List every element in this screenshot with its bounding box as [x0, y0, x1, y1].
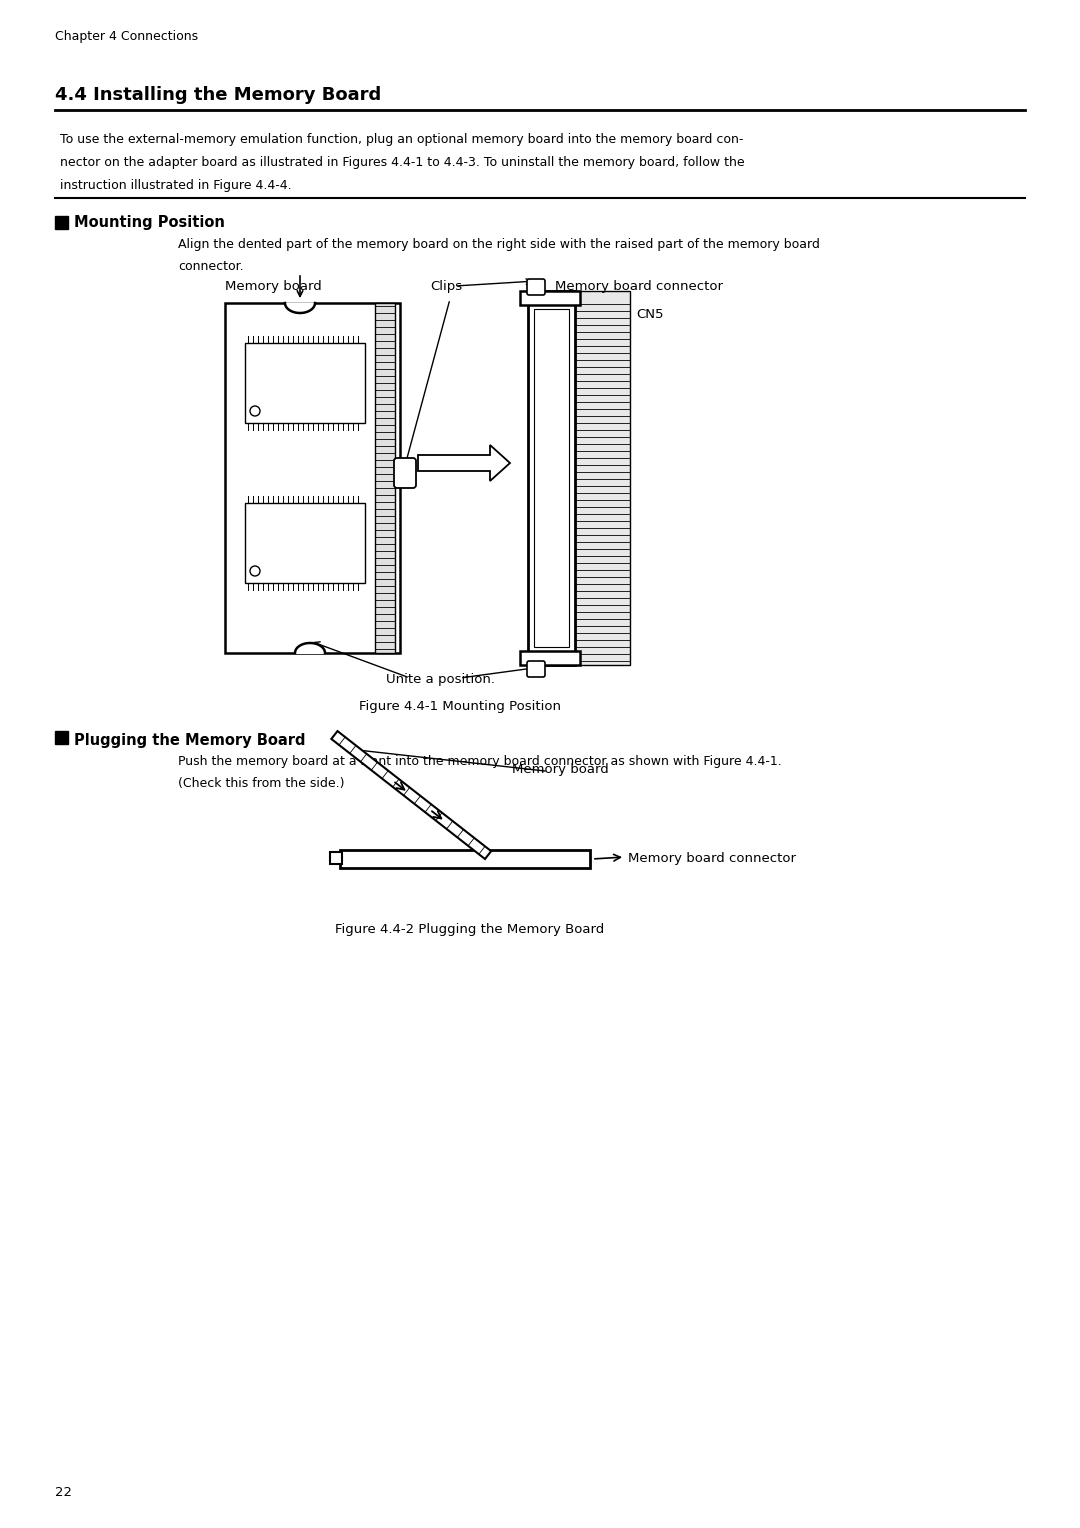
Text: nector on the adapter board as illustrated in Figures 4.4-1 to 4.4-3. To uninsta: nector on the adapter board as illustrat…: [60, 156, 744, 170]
Bar: [245, 342, 365, 423]
Text: Clips: Clips: [430, 280, 462, 293]
Bar: [245, 503, 365, 584]
Text: connector.: connector.: [178, 260, 244, 274]
Bar: [340, 850, 590, 868]
Text: (Check this from the side.): (Check this from the side.): [178, 778, 345, 790]
Text: Mounting Position: Mounting Position: [75, 215, 225, 231]
Text: Chapter 4 Connections: Chapter 4 Connections: [55, 31, 198, 43]
Bar: [55, 730, 68, 744]
Text: Memory board: Memory board: [512, 762, 608, 776]
FancyBboxPatch shape: [527, 280, 545, 295]
Bar: [534, 309, 569, 646]
Text: Push the memory board at a slant into the memory board connector as shown with F: Push the memory board at a slant into th…: [178, 755, 782, 769]
Text: CN5: CN5: [636, 309, 663, 321]
Text: 4.4 Installing the Memory Board: 4.4 Installing the Memory Board: [55, 86, 381, 104]
Text: Figure 4.4-2 Plugging the Memory Board: Figure 4.4-2 Plugging the Memory Board: [336, 923, 605, 937]
Text: Figure 4.4-1 Mounting Position: Figure 4.4-1 Mounting Position: [359, 700, 561, 714]
Bar: [375, 303, 395, 652]
Polygon shape: [285, 303, 315, 313]
Bar: [519, 651, 580, 665]
Text: 22: 22: [55, 1487, 72, 1499]
FancyBboxPatch shape: [527, 662, 545, 677]
Text: To use the external-memory emulation function, plug an optional memory board int: To use the external-memory emulation fun…: [60, 133, 743, 147]
Text: Plugging the Memory Board: Plugging the Memory Board: [75, 733, 306, 749]
FancyBboxPatch shape: [394, 458, 416, 487]
Bar: [55, 215, 68, 229]
Text: Memory board connector: Memory board connector: [627, 853, 796, 865]
Bar: [330, 853, 342, 863]
Text: Unite a position.: Unite a position.: [386, 672, 495, 686]
Polygon shape: [418, 445, 510, 481]
Bar: [519, 290, 580, 306]
Text: Align the dented part of the memory board on the right side with the raised part: Align the dented part of the memory boar…: [178, 238, 820, 251]
Polygon shape: [295, 643, 325, 652]
Bar: [575, 290, 630, 665]
Bar: [528, 290, 575, 665]
Text: Memory board connector: Memory board connector: [555, 280, 723, 293]
Text: instruction illustrated in Figure 4.4-4.: instruction illustrated in Figure 4.4-4.: [60, 179, 292, 193]
Text: Memory board: Memory board: [225, 280, 322, 293]
Polygon shape: [332, 730, 491, 859]
Bar: [225, 303, 400, 652]
